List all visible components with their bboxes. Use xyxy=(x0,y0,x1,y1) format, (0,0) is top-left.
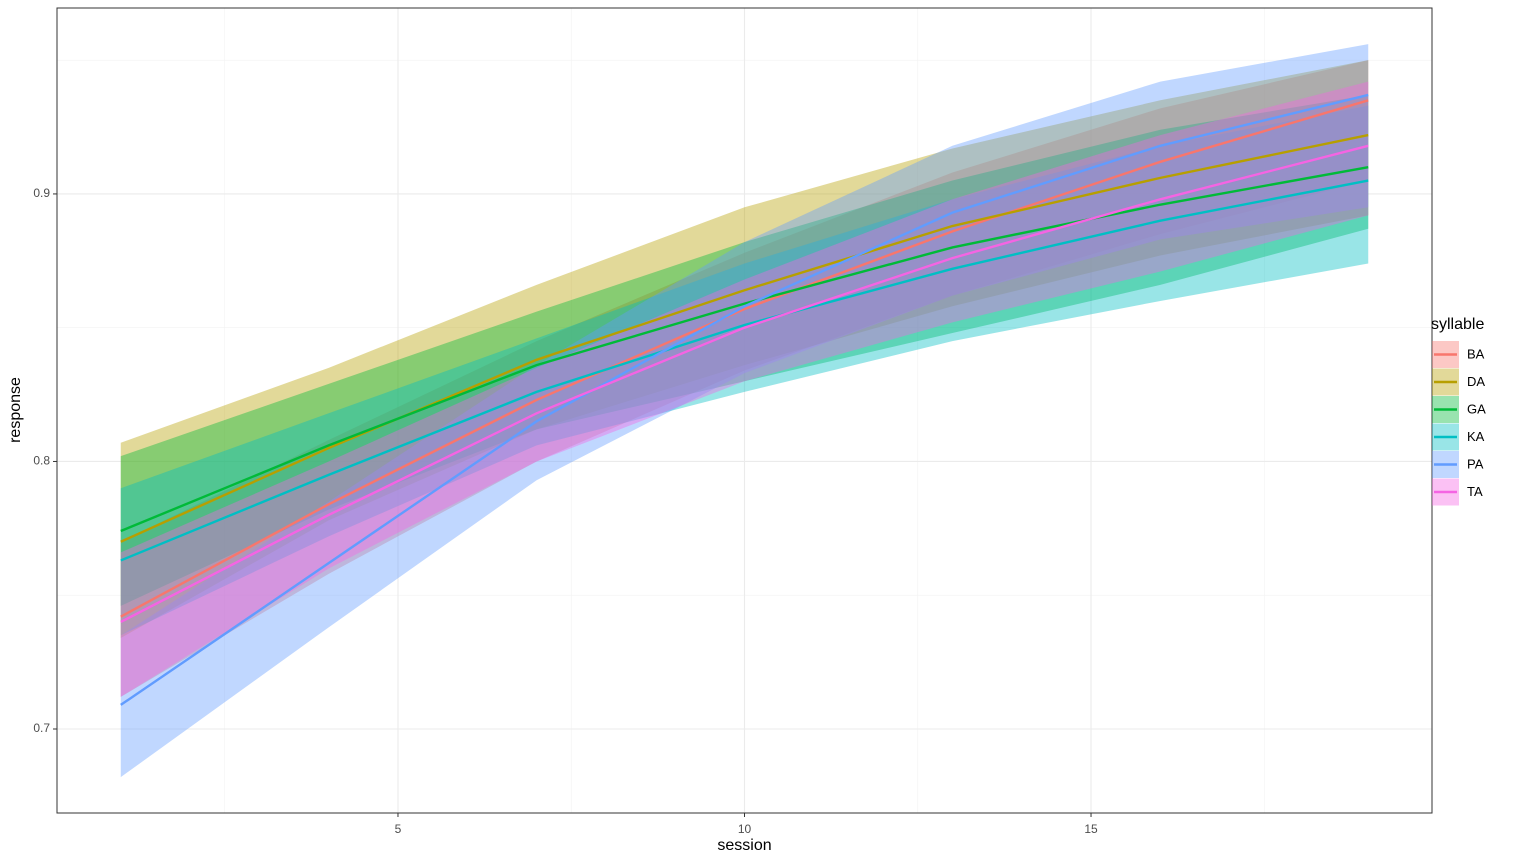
y-axis-title: response xyxy=(7,377,24,443)
ribbon xyxy=(120,60,1369,697)
line xyxy=(120,99,1369,618)
ribbon xyxy=(120,60,1369,639)
y-tick-label: 0.8 xyxy=(33,454,50,468)
legend-label: GA xyxy=(1467,401,1486,416)
line xyxy=(120,179,1369,562)
y-tick-label: 0.9 xyxy=(33,186,50,200)
line xyxy=(120,144,1369,624)
ribbon xyxy=(120,105,1369,636)
ribbon xyxy=(120,94,1369,606)
legend-label: KA xyxy=(1467,429,1485,444)
y-tick-label: 0.7 xyxy=(33,721,50,735)
line xyxy=(120,93,1369,706)
ribbon xyxy=(120,44,1369,778)
line xyxy=(120,166,1369,533)
x-tick-label: 10 xyxy=(738,822,752,836)
legend-label: PA xyxy=(1467,456,1484,471)
x-tick-label: 5 xyxy=(395,822,402,836)
x-axis-title: session xyxy=(717,837,771,854)
legend-label: DA xyxy=(1467,374,1485,389)
line xyxy=(120,133,1369,543)
legend-title: syllable xyxy=(1431,316,1484,333)
legend-label: BA xyxy=(1467,346,1485,361)
ribbon xyxy=(120,81,1369,697)
x-tick-label: 15 xyxy=(1084,822,1098,836)
legend-label: TA xyxy=(1467,484,1483,499)
